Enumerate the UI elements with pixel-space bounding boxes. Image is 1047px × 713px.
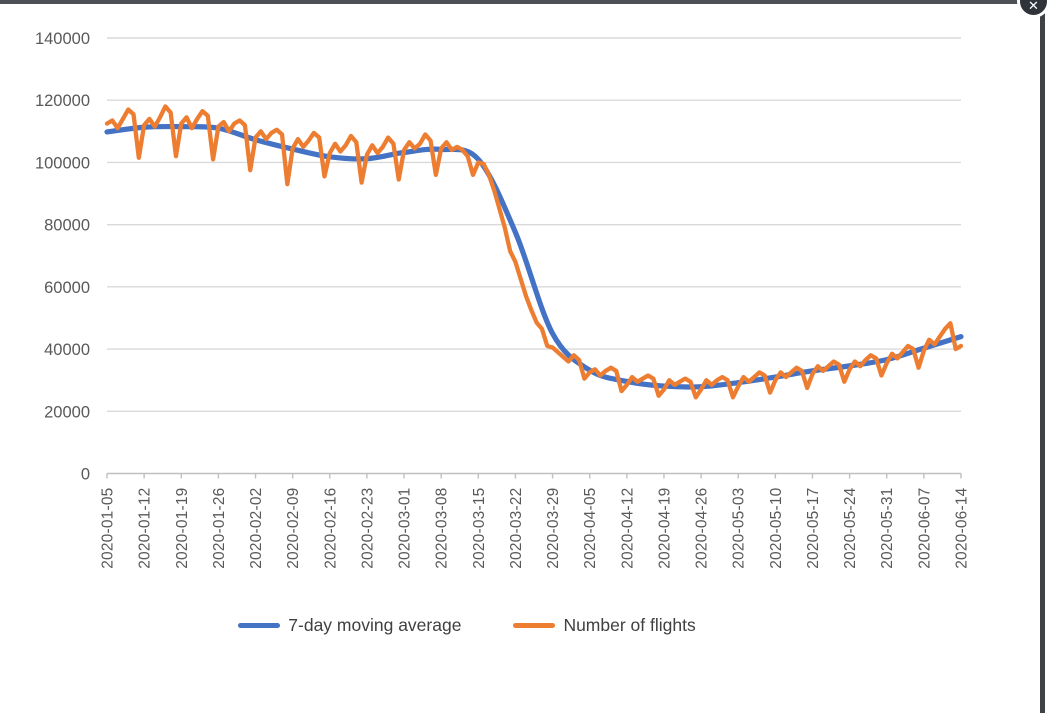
close-button[interactable]: ✕ xyxy=(1020,0,1047,15)
svg-text:40000: 40000 xyxy=(44,341,90,359)
window-top-border xyxy=(0,0,1047,4)
svg-text:2020-04-19: 2020-04-19 xyxy=(656,488,673,569)
svg-text:2020-02-23: 2020-02-23 xyxy=(359,488,376,569)
svg-text:2020-02-16: 2020-02-16 xyxy=(322,488,339,569)
close-icon: ✕ xyxy=(1028,0,1039,13)
legend-swatch-number-of-flights xyxy=(513,623,556,628)
svg-text:2020-01-26: 2020-01-26 xyxy=(211,488,228,569)
svg-text:2020-05-24: 2020-05-24 xyxy=(842,487,859,568)
svg-text:2020-04-05: 2020-04-05 xyxy=(582,488,599,569)
chart-legend: 7-day moving average Number of flights xyxy=(0,615,934,636)
svg-text:2020-03-29: 2020-03-29 xyxy=(545,488,562,569)
legend-label-moving-average: 7-day moving average xyxy=(288,615,462,635)
svg-text:140000: 140000 xyxy=(35,30,90,48)
svg-text:100000: 100000 xyxy=(35,154,90,172)
svg-text:2020-01-12: 2020-01-12 xyxy=(137,488,154,569)
legend-item-moving-average: 7-day moving average xyxy=(238,615,461,636)
svg-text:2020-01-05: 2020-01-05 xyxy=(100,488,117,569)
svg-text:2020-02-09: 2020-02-09 xyxy=(285,488,302,569)
svg-text:2020-03-22: 2020-03-22 xyxy=(508,488,525,569)
legend-swatch-moving-average xyxy=(238,623,281,628)
svg-text:60000: 60000 xyxy=(44,279,90,297)
svg-text:2020-05-31: 2020-05-31 xyxy=(879,488,896,569)
svg-text:2020-05-17: 2020-05-17 xyxy=(805,488,822,569)
svg-text:2020-04-12: 2020-04-12 xyxy=(619,488,636,569)
svg-text:2020-04-26: 2020-04-26 xyxy=(694,488,711,569)
svg-text:2020-03-01: 2020-03-01 xyxy=(397,488,414,569)
svg-text:2020-03-15: 2020-03-15 xyxy=(471,487,488,568)
svg-text:2020-03-08: 2020-03-08 xyxy=(434,488,451,569)
svg-text:20000: 20000 xyxy=(44,403,90,421)
svg-text:120000: 120000 xyxy=(35,92,90,110)
svg-text:80000: 80000 xyxy=(44,217,90,235)
legend-label-number-of-flights: Number of flights xyxy=(563,615,696,635)
svg-text:2020-06-14: 2020-06-14 xyxy=(954,487,971,568)
svg-text:2020-06-07: 2020-06-07 xyxy=(916,488,933,569)
svg-text:2020-05-10: 2020-05-10 xyxy=(768,487,785,568)
window-right-border xyxy=(1040,0,1045,713)
svg-text:0: 0 xyxy=(81,466,90,484)
svg-text:2020-01-19: 2020-01-19 xyxy=(174,488,191,569)
svg-text:2020-02-02: 2020-02-02 xyxy=(248,488,265,569)
legend-item-number-of-flights: Number of flights xyxy=(513,615,696,636)
svg-text:2020-05-03: 2020-05-03 xyxy=(731,488,748,569)
